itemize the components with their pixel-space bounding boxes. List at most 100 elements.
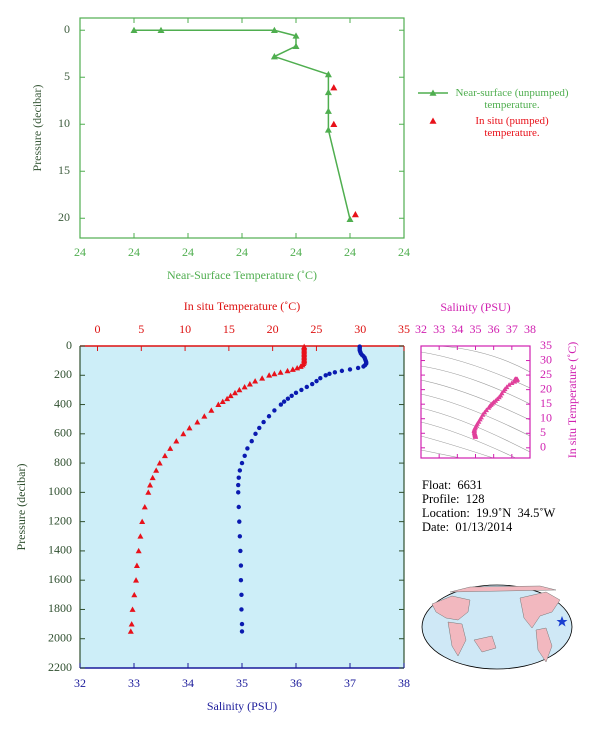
point [285,396,291,401]
x-tick-label: 24 [398,245,410,259]
point [239,621,245,627]
y-tick-label: 10 [540,410,552,424]
y-tick-label: 20 [540,381,552,395]
point [266,414,272,419]
x-axis-label: Near-Surface Temperature (˚C) [167,268,317,282]
x-axis-label: In situ Temperature (˚C) [184,299,301,313]
point [324,70,332,78]
y-tick-label: 2000 [48,630,72,644]
x-tick-label: 24 [128,245,140,259]
point [131,591,138,598]
world-map [421,584,573,670]
y-tick-label: 5 [64,69,70,83]
y-tick-label: 0 [66,338,72,352]
point [224,395,231,402]
point [133,577,140,583]
map-land [473,635,497,653]
y-tick-label: 1800 [48,601,72,615]
point [219,398,226,405]
legend-marker [429,117,437,124]
float-location [556,616,568,627]
point [180,430,187,437]
point [149,474,156,481]
point [236,386,243,393]
x-tick-label: 33 [128,676,140,690]
x-tick-label: 38 [398,676,410,690]
x-tick-label: 37 [506,322,518,336]
x-tick-label: 36 [488,322,500,336]
point [201,413,208,419]
y-tick-label: 10 [58,116,70,130]
y-tick-label: 15 [540,396,552,410]
info-line: Date: 01/13/2014 [422,520,513,534]
map-land [449,585,557,593]
point [289,393,294,398]
plot-frame [79,17,405,239]
isopycnal [421,365,530,405]
point [137,533,144,539]
point [270,26,278,34]
point [292,42,300,50]
ts-point [511,378,518,384]
y-tick-label: 20 [58,210,70,224]
x-tick-label: 24 [182,245,194,259]
y-tick-label: 400 [54,396,72,410]
point [215,401,222,407]
point [294,364,301,371]
ts-point [509,380,515,386]
x-tick-label: 34 [451,322,463,336]
point [242,453,247,458]
point [259,375,266,381]
point [355,365,361,371]
point [324,107,332,114]
map-land [519,591,561,629]
point [236,482,241,488]
point [304,384,309,390]
point [361,364,366,369]
point [167,445,174,451]
y-tick-label: 0 [540,440,546,454]
x-tick-label: 24 [344,245,356,259]
point [271,370,278,377]
point [236,504,241,510]
y-tick-label: 1200 [48,513,72,527]
point [346,215,354,222]
y-tick-label: 800 [54,455,72,469]
x-axis-label: Salinity (PSU) [440,300,510,314]
x-tick-label: 0 [95,322,101,336]
point [129,606,136,612]
y-tick-label: 0 [64,22,70,36]
point [281,399,287,404]
x-tick-label: 30 [354,322,366,336]
point [237,519,242,524]
point [239,592,244,598]
point [261,419,266,425]
point [186,424,193,431]
isopycnals [421,346,530,458]
point [278,402,284,407]
point [127,628,134,634]
x-tick-label: 24 [236,245,248,259]
x-tick-label: 38 [524,322,536,336]
x-tick-label: 24 [290,245,302,259]
point [139,518,146,525]
info-line: Location: 19.9˚N 34.5˚W [422,506,556,520]
x-tick-label: 32 [74,676,86,690]
point [327,371,332,377]
x-tick-label: 25 [310,322,322,336]
point [227,392,234,399]
point [270,53,278,60]
y-tick-label: 600 [54,426,72,440]
point [135,547,142,554]
point [236,475,241,480]
plot-background [80,346,404,668]
point [266,372,273,378]
point [237,468,243,473]
point [173,438,180,444]
y-tick-label: 15 [58,163,70,177]
point [238,548,243,554]
isopycnal [421,379,530,421]
x-tick-label: 20 [267,322,279,336]
x-tick-label: 35 [236,676,248,690]
